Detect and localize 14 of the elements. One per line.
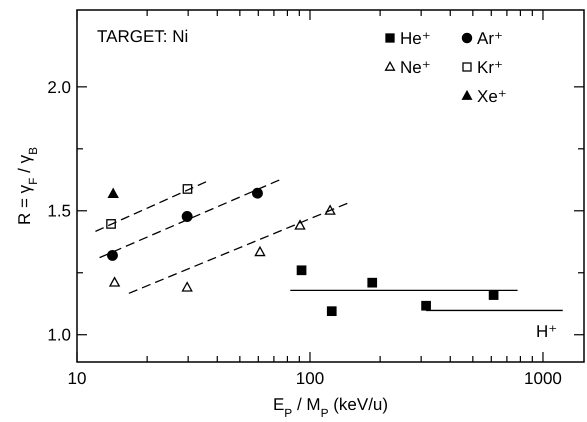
annotation: TARGET: Ni (97, 27, 188, 46)
x-tick-label: 10 (68, 369, 86, 388)
legend-label: Ar⁺ (477, 29, 503, 48)
legend-label: He⁺ (400, 29, 431, 48)
legend-label: Kr⁺ (477, 58, 503, 78)
x-tick-label: 1000 (524, 369, 562, 388)
x-tick-label: 100 (296, 369, 324, 388)
y-tick-label: 1.5 (47, 202, 71, 221)
x-axis-title: E$_{P}$ / M$_{P}$ (keV/u) (272, 395, 388, 420)
legend-label: Ne⁺ (400, 58, 431, 78)
y-tick-label: 2.0 (47, 78, 71, 97)
y-tick-label: 1.0 (47, 326, 71, 345)
legend-label: Xe⁺ (477, 87, 507, 106)
annotation: H⁺ (536, 322, 558, 341)
